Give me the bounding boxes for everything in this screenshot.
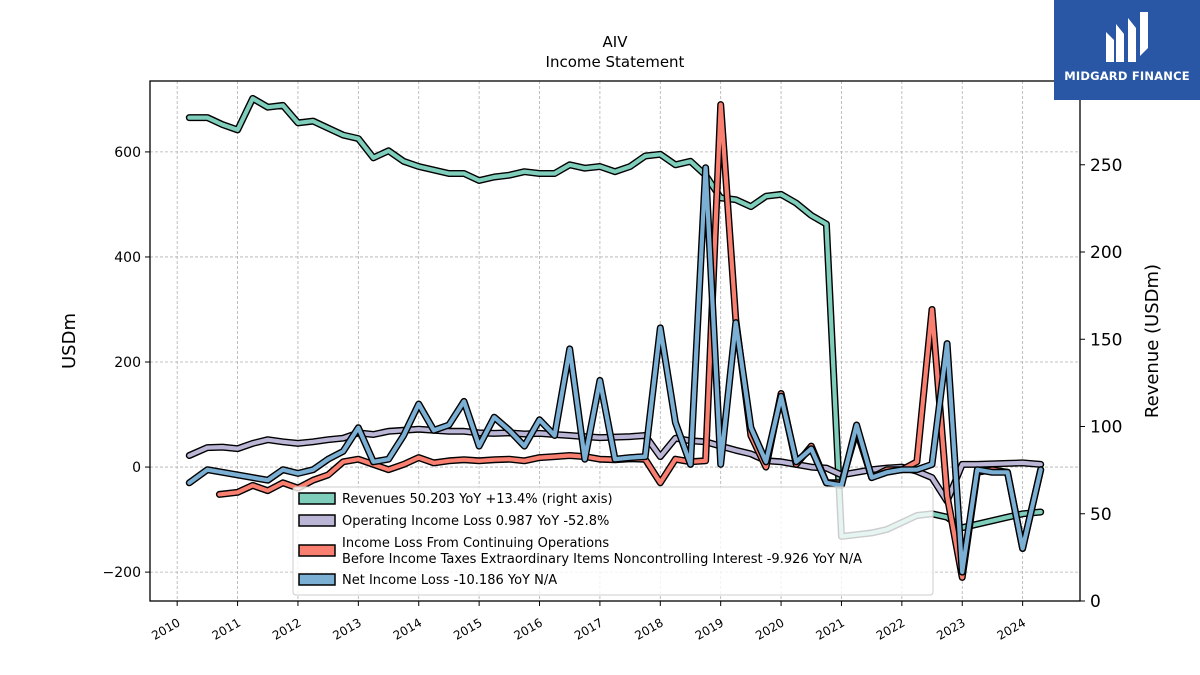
- x-tick-label: 2021: [814, 615, 847, 642]
- x-tick-label: 2024: [995, 615, 1028, 642]
- legend-label-revenues: Revenues 50.203 YoY +13.4% (right axis): [342, 492, 613, 507]
- y-tick-label-right: 0: [1090, 592, 1101, 612]
- legend: Revenues 50.203 YoY +13.4% (right axis) …: [292, 486, 934, 596]
- legend-label-pretax-income-line2: Before Income Taxes Extraordinary Items …: [342, 552, 862, 567]
- y-tick-label-left: 0: [132, 460, 141, 476]
- y-axis-right-ticks: 0 50 100 150 200 250: [1080, 156, 1122, 612]
- chart-subtitle: Income Statement: [546, 53, 685, 71]
- y-tick-label-right: 250: [1090, 156, 1122, 176]
- y-axis-right-label: Revenue (USDm): [1142, 264, 1163, 418]
- legend-swatch-revenues: [298, 492, 336, 505]
- x-tick-label: 2017: [572, 615, 605, 642]
- x-tick-label: 2020: [753, 615, 786, 642]
- legend-label-net-income: Net Income Loss -10.186 YoY N/A: [342, 573, 557, 588]
- y-tick-label-left: 600: [114, 145, 141, 161]
- x-tick-label: 2012: [270, 615, 303, 642]
- x-tick-label: 2011: [210, 615, 243, 642]
- x-tick-label: 2016: [512, 615, 545, 642]
- legend-box: [292, 486, 934, 596]
- legend-swatch-pretax-income: [298, 544, 336, 557]
- y-axis-left-label: USDm: [59, 313, 80, 369]
- x-tick-label: 2019: [693, 615, 726, 642]
- plot-frame: [149, 80, 1081, 602]
- y-tick-label-left: 400: [114, 250, 141, 266]
- y-tick-label-left: −200: [103, 565, 141, 581]
- x-tick-label: 2015: [451, 615, 484, 642]
- y-tick-label-right: 200: [1090, 243, 1122, 263]
- y-axis-left-ticks: −200 0 200 400 600: [103, 145, 150, 581]
- y-tick-label-right: 150: [1090, 330, 1122, 350]
- x-tick-label: 2023: [934, 615, 967, 642]
- y-tick-label-right: 100: [1090, 418, 1122, 438]
- x-tick-label: 2018: [632, 615, 665, 642]
- x-tick-label: 2010: [149, 615, 182, 642]
- series-layer: [185, 94, 1045, 581]
- x-axis-ticks: 2010 2011 2012 2013 2014 2015 2016 2017 2018 2019…: [149, 601, 1028, 643]
- series-line-net-income: [187, 165, 1043, 575]
- brand-name: MIDGARD FINANCE: [1064, 69, 1190, 83]
- y-tick-label-right: 50: [1090, 505, 1112, 525]
- x-tick-label: 2014: [391, 615, 424, 642]
- legend-label-pretax-income-line1: Income Loss From Continuing Operations: [342, 536, 609, 551]
- legend-swatch-operating-income: [298, 514, 336, 527]
- y-tick-label-left: 200: [114, 355, 141, 371]
- x-tick-label: 2022: [874, 615, 907, 642]
- chart-title: AIV: [603, 33, 629, 51]
- midgard-logo-icon: [1106, 12, 1148, 62]
- brand-logo: MIDGARD FINANCE: [1054, 0, 1200, 100]
- legend-label-operating-income: Operating Income Loss 0.987 YoY -52.8%: [342, 514, 609, 529]
- legend-swatch-net-income: [298, 573, 336, 586]
- x-tick-label: 2013: [330, 615, 363, 642]
